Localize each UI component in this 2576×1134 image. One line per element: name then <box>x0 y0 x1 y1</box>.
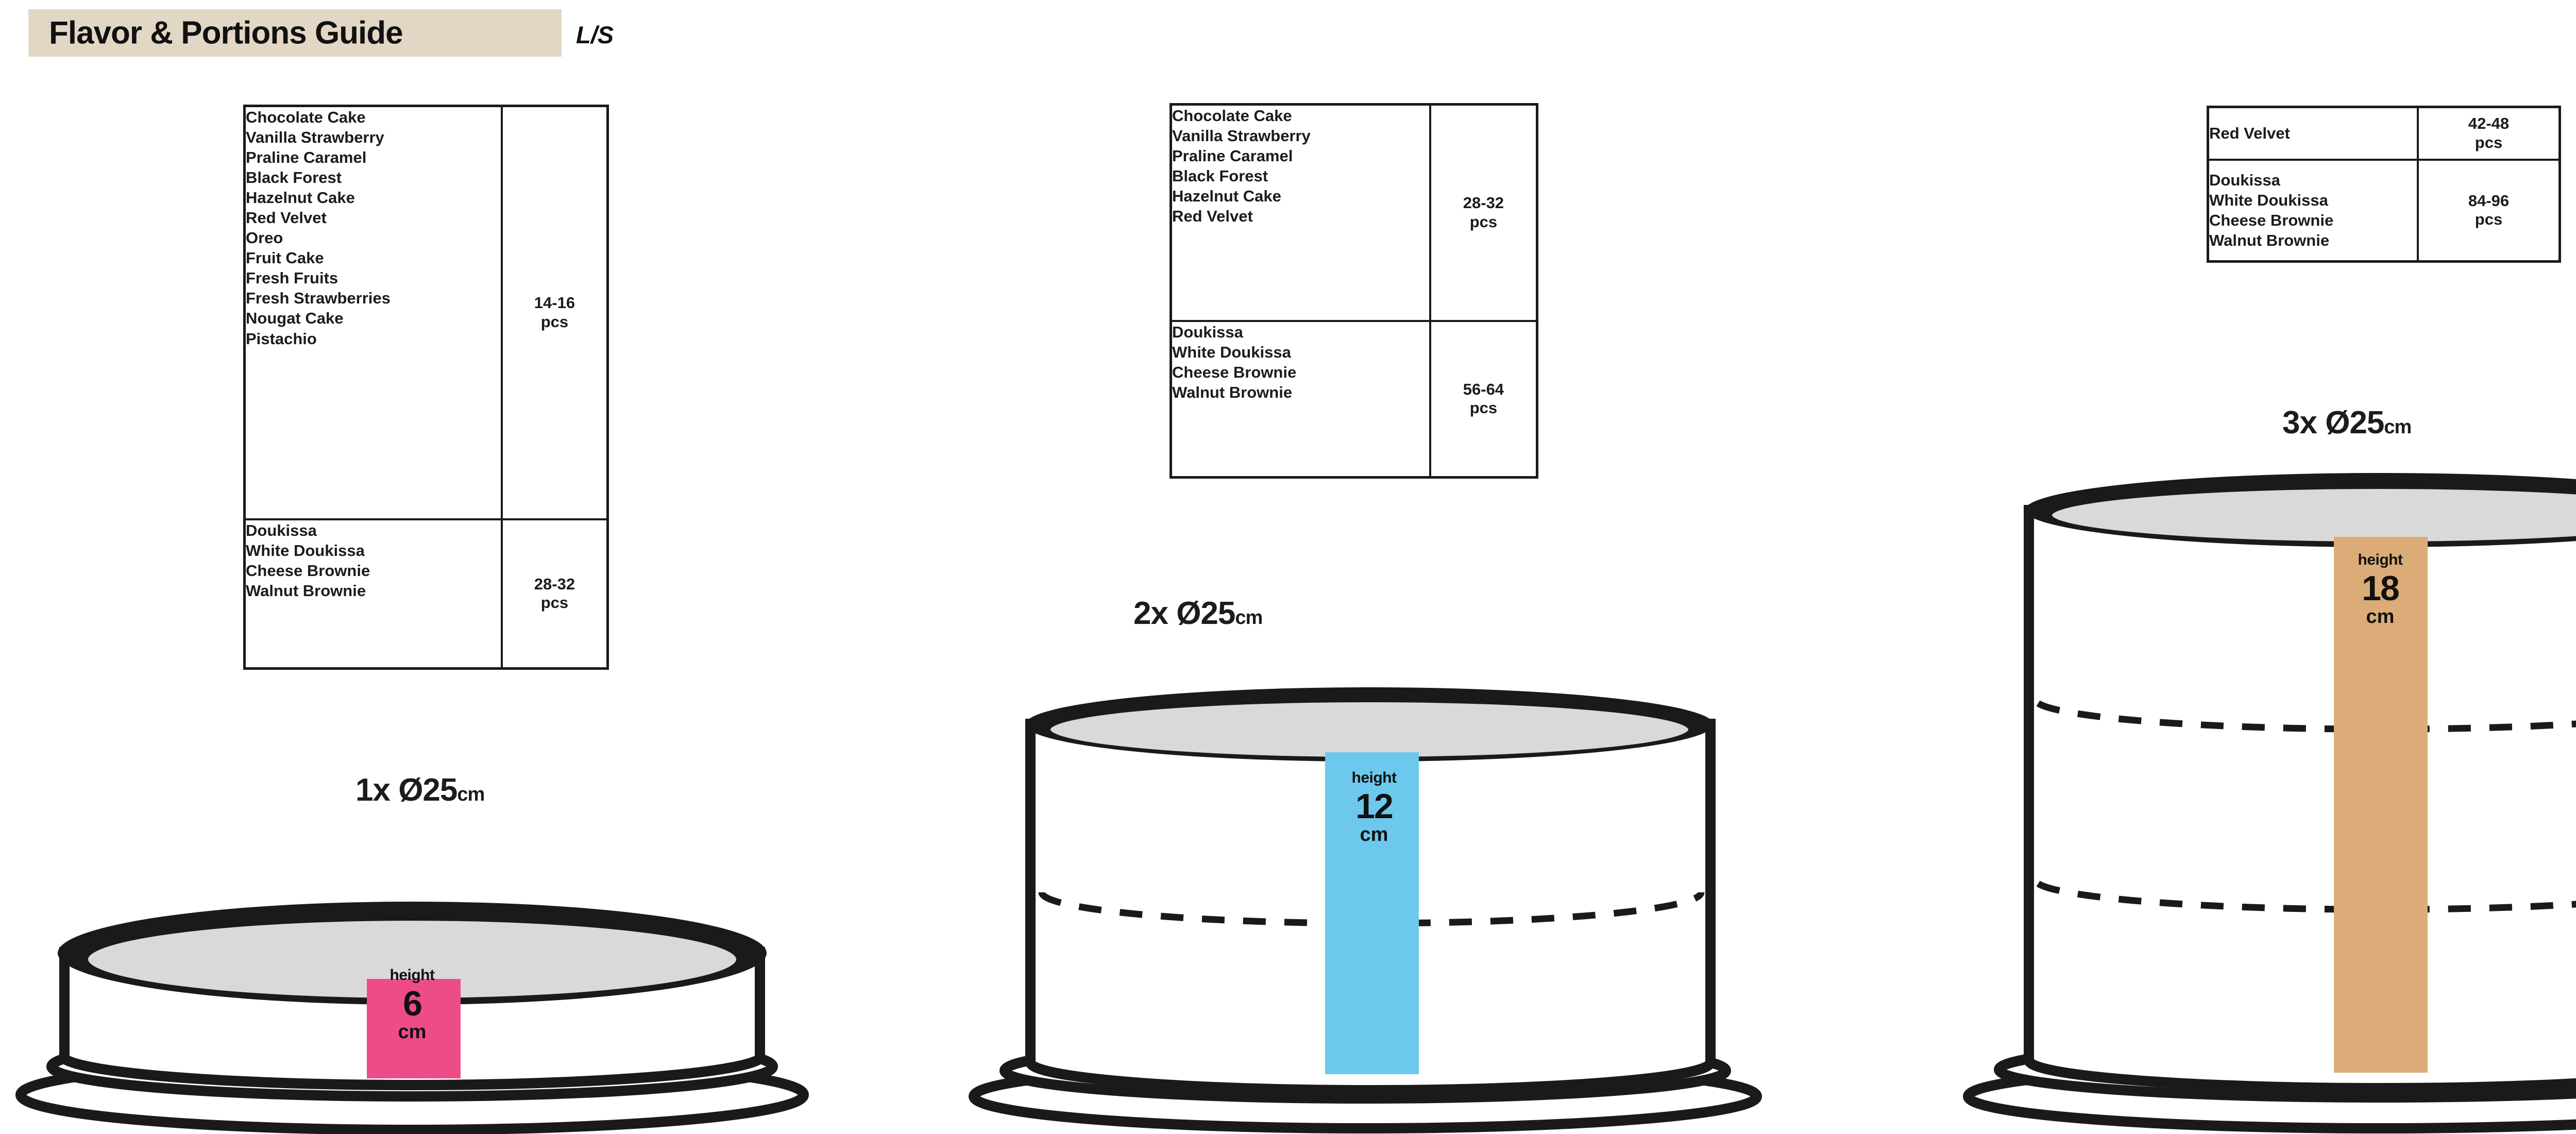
portion-qty-cell: 56-64 pcs <box>1429 319 1538 479</box>
cake-illustration-3x <box>1937 443 2576 1134</box>
cake-1-caption-unit: cm <box>457 784 485 805</box>
portion-unit: pcs <box>1469 212 1498 231</box>
table-row: Red Velvet 42-48 pcs <box>2207 106 2561 161</box>
flavor-list-cell: Chocolate Cake Vanilla Strawberry Praline … <box>1170 103 1431 322</box>
height-strip-3x <box>2334 537 2428 1073</box>
cake-2-caption-unit: cm <box>1235 607 1263 629</box>
table-row: Doukissa White Doukissa Cheese Brownie Waln… <box>1170 319 1538 479</box>
portion-qty-cell: 28-32 pcs <box>500 518 609 670</box>
portion-unit: pcs <box>540 594 569 612</box>
portion-unit: pcs <box>1469 399 1498 417</box>
height-value: 6 <box>403 984 422 1023</box>
height-value: 18 <box>2362 569 2400 608</box>
size-code-label: L/S <box>576 21 614 48</box>
table-row: Doukissa White Doukissa Cheese Brownie Waln… <box>243 518 609 670</box>
portion-unit: pcs <box>540 312 569 331</box>
cake-1-height-label: height 6 cm <box>363 968 461 1042</box>
cake-1-caption-main: 1x Ø25 <box>355 772 457 808</box>
height-unit: cm <box>1360 824 1388 845</box>
flavor-list-cell: Chocolate Cake Vanilla Strawberry Praline … <box>243 105 503 520</box>
height-unit: cm <box>2366 606 2395 628</box>
portion-count: 14-16 <box>534 294 575 312</box>
table-row: Chocolate Cake Vanilla Strawberry Praline … <box>1170 103 1538 322</box>
portion-unit: pcs <box>2475 210 2503 229</box>
portion-count: 56-64 <box>1463 380 1504 398</box>
flavor-list-cell: Doukissa White Doukissa Cheese Brownie Waln… <box>1170 319 1431 479</box>
flavor-list-cell: Red Velvet <box>2207 106 2419 161</box>
portion-unit: pcs <box>2475 133 2503 151</box>
cake-3-caption: 3x Ø25cm <box>2282 404 2412 441</box>
cake-1-caption: 1x Ø25cm <box>355 772 485 808</box>
portion-qty-cell: 42-48 pcs <box>2417 106 2561 161</box>
header-bar: Flavor & Portions Guide <box>28 9 562 57</box>
height-value: 12 <box>1355 787 1394 826</box>
flavor-list-cell: Doukissa White Doukissa Cheese Brownie Waln… <box>243 518 503 670</box>
table-row: Chocolate Cake Vanilla Strawberry Praline … <box>243 105 609 520</box>
height-word: height <box>1351 769 1397 786</box>
flavor-list-cell: Doukissa White Doukissa Cheese Brownie Waln… <box>2207 158 2419 263</box>
cake-2-caption-main: 2x Ø25 <box>1133 596 1235 631</box>
page-title: Flavor & Portions Guide <box>49 15 403 51</box>
portion-table-2x: Chocolate Cake Vanilla Strawberry Praline … <box>1170 103 1538 479</box>
table-row: Doukissa White Doukissa Cheese Brownie Waln… <box>2207 158 2561 263</box>
height-word: height <box>389 967 435 984</box>
cake-body-3x <box>2024 473 2576 1093</box>
portion-qty-cell: 28-32 pcs <box>1429 103 1538 322</box>
height-strip-2x <box>1325 752 1419 1074</box>
portion-count: 28-32 <box>534 574 575 593</box>
cake-2-caption: 2x Ø25cm <box>1133 595 1263 632</box>
height-strip-1x <box>367 979 461 1078</box>
height-unit: cm <box>398 1021 427 1043</box>
cake-3-caption-unit: cm <box>2384 416 2412 438</box>
portion-qty-cell: 14-16 pcs <box>500 105 609 520</box>
portion-table-1x: Chocolate Cake Vanilla Strawberry Praline … <box>243 105 609 670</box>
cake-illustration-2x <box>953 634 1829 1134</box>
height-word: height <box>2358 551 2403 568</box>
portion-count: 42-48 <box>2468 114 2510 133</box>
portion-table-3x: Red Velvet 42-48 pcs Doukissa White Douki… <box>2207 106 2561 263</box>
portion-count: 84-96 <box>2468 191 2510 210</box>
cake-illustration-1x <box>0 824 876 1134</box>
portion-count: 28-32 <box>1463 194 1504 212</box>
cake-3-caption-main: 3x Ø25 <box>2282 405 2384 441</box>
portion-qty-cell: 84-96 pcs <box>2417 158 2561 263</box>
cake-3-height-label: height 18 cm <box>2331 552 2429 627</box>
cake-2-height-label: height 12 cm <box>1325 769 1423 845</box>
